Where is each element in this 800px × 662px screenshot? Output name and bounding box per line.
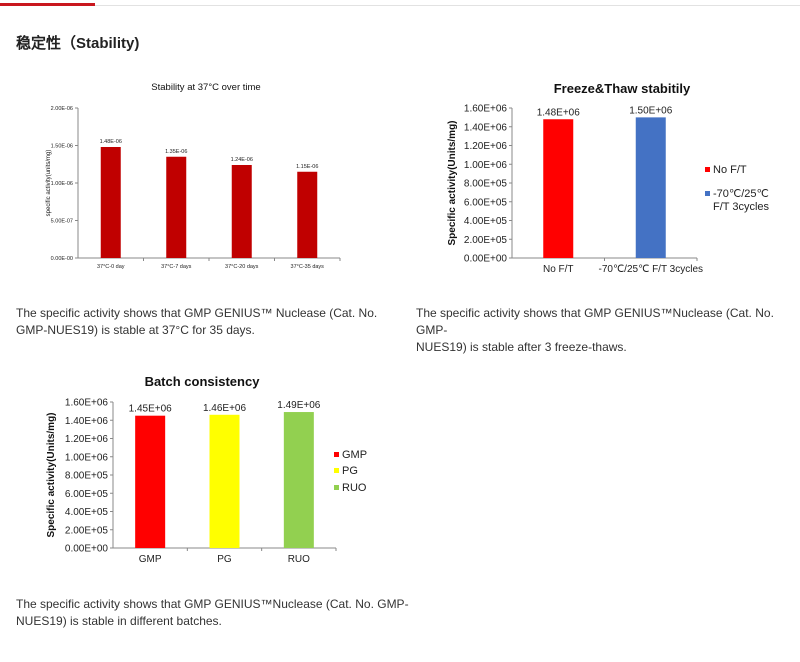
batch-caption: The specific activity shows that GMP GEN… [16, 596, 409, 630]
legend-label: No F/T [713, 164, 747, 176]
y-axis-label: specific activity(units/mg) [46, 150, 52, 217]
y-tick-label: 0.00E+00 [464, 254, 508, 265]
data-label: 1.48E+06 [537, 107, 581, 118]
top-divider [0, 5, 800, 6]
category-label: 37°C-7 days [161, 264, 192, 270]
y-tick-label: 1.00E+06 [464, 160, 508, 171]
caption-line: NUES19) is stable in different batches. [16, 614, 222, 628]
y-tick-label: 5.00E-07 [51, 218, 73, 224]
y-tick-label: 4.00E+05 [464, 216, 508, 227]
y-tick-label: 1.40E+06 [464, 122, 508, 133]
section-title: 稳定性（Stability) [16, 35, 140, 52]
category-label: 37°C-20 days [225, 264, 259, 270]
active-tab-indicator [0, 3, 95, 6]
legend-swatch [334, 485, 339, 490]
data-label: 1.24E-06 [231, 157, 253, 163]
bar [297, 171, 318, 258]
y-tick-label: 6.00E+05 [464, 197, 508, 208]
y-tick-label: 1.40E+06 [65, 416, 109, 427]
bar [635, 117, 666, 258]
data-label: 1.49E+06 [277, 400, 321, 411]
y-tick-label: 8.00E+05 [464, 179, 508, 190]
legend-label: -70℃/25℃ [713, 188, 769, 200]
legend-swatch [334, 452, 339, 457]
category-label: 37°C-35 days [291, 264, 325, 270]
caption-line: GMP-NUES19) is stable at 37°C for 35 day… [16, 323, 255, 337]
y-tick-label: 1.20E+06 [65, 434, 109, 445]
chart-title: Batch consistency [145, 374, 261, 389]
data-label: 1.50E+06 [629, 105, 673, 116]
freeze-thaw-caption: The specific activity shows that GMP GEN… [416, 305, 800, 356]
category-label: RUO [288, 554, 310, 565]
y-tick-label: 1.20E+06 [464, 141, 508, 152]
y-tick-label: 2.00E+05 [464, 235, 508, 246]
y-tick-label: 1.60E+06 [65, 398, 109, 409]
y-tick-label: 1.00E+06 [65, 452, 109, 463]
y-tick-label: 2.00E+05 [65, 525, 109, 536]
legend-swatch [705, 167, 710, 172]
category-label: No F/T [543, 264, 574, 275]
stability-caption: The specific activity shows that GMP GEN… [16, 305, 377, 339]
y-tick-label: 0.00E+00 [65, 544, 109, 555]
y-tick-label: 1.50E-06 [51, 143, 73, 149]
category-label: GMP [139, 554, 162, 565]
bar [209, 414, 240, 548]
caption-line: The specific activity shows that GMP GEN… [16, 597, 409, 611]
data-label: 1.45E+06 [129, 404, 173, 415]
legend-label: GMP [342, 449, 367, 461]
y-tick-label: 6.00E+05 [65, 489, 109, 500]
chart-title: Stability at 37°C over time [151, 82, 260, 93]
data-label: 1.15E-06 [296, 164, 318, 170]
category-label: -70℃/25℃ F/T 3cycles [598, 264, 703, 275]
data-label: 1.48E-06 [100, 139, 122, 145]
y-axis-label: Specific activity(Units/mg) [447, 120, 458, 245]
caption-line: The specific activity shows that GMP GEN… [16, 306, 378, 320]
caption-line: The specific activity shows that GMP GEN… [416, 306, 774, 337]
y-tick-label: 8.00E+05 [65, 471, 109, 482]
bar [166, 156, 187, 258]
legend-swatch [334, 468, 339, 473]
y-axis-label: Specific activity(Units/mg) [46, 412, 57, 537]
y-tick-label: 2.00E-06 [51, 106, 73, 112]
bar [543, 119, 574, 258]
bar [100, 147, 121, 258]
category-label: 37°C-0 day [97, 264, 125, 270]
category-label: PG [217, 554, 232, 565]
bar [231, 165, 252, 258]
data-label: 1.35E-06 [165, 149, 187, 155]
y-tick-label: 0.00E-00 [51, 256, 73, 262]
legend-swatch [705, 191, 710, 196]
caption-line: NUES19) is stable after 3 freeze-thaws. [416, 340, 627, 354]
legend-label: RUO [342, 482, 367, 494]
y-tick-label: 1.60E+06 [464, 104, 508, 115]
y-tick-label: 1.00E-06 [51, 181, 73, 187]
bar [283, 412, 314, 548]
bar [135, 415, 166, 548]
y-tick-label: 4.00E+05 [65, 507, 109, 518]
data-label: 1.46E+06 [203, 403, 247, 414]
legend-label: F/T 3cycles [713, 201, 770, 213]
legend-label: PG [342, 465, 358, 477]
chart-title: Freeze&Thaw stabitily [554, 81, 691, 96]
